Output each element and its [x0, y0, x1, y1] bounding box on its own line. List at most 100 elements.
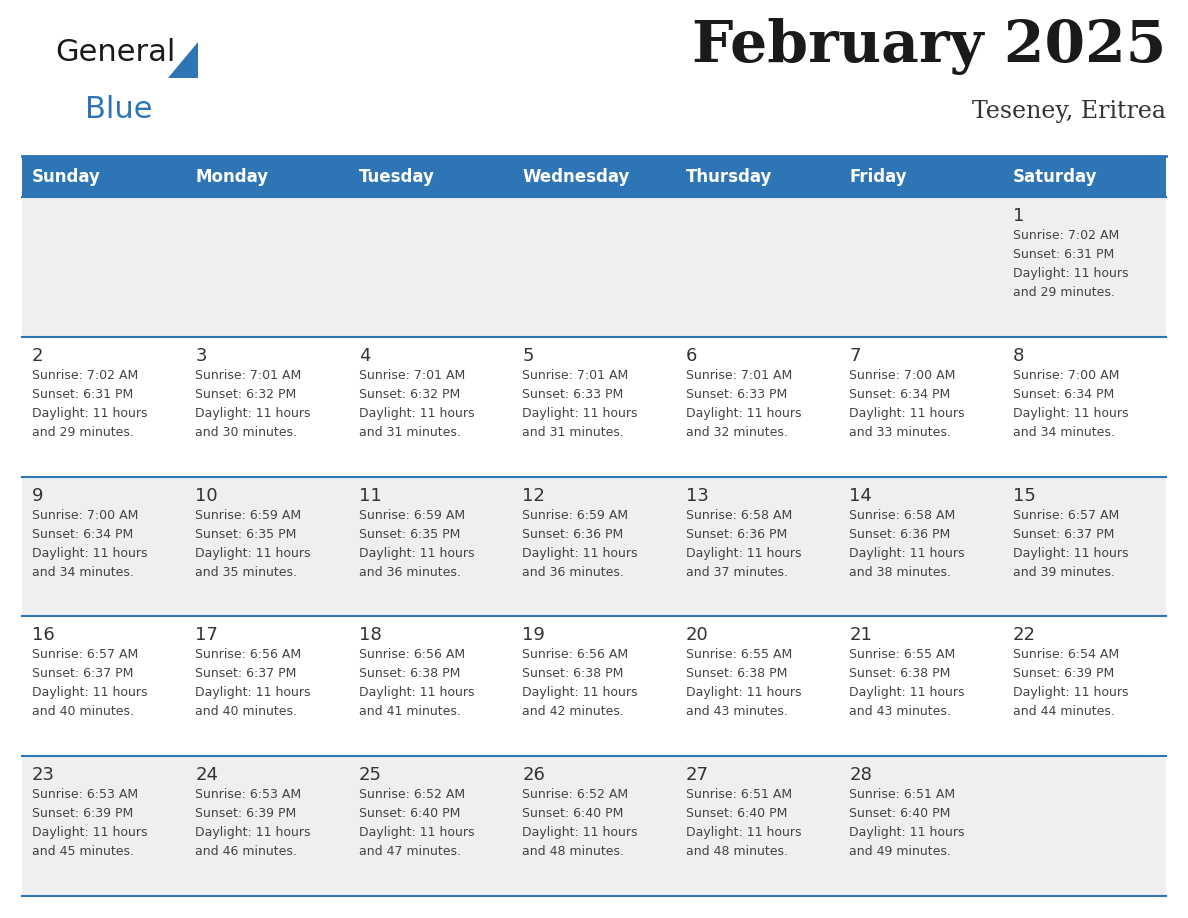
Text: Sunset: 6:37 PM: Sunset: 6:37 PM	[1012, 528, 1114, 541]
Text: and 32 minutes.: and 32 minutes.	[685, 426, 788, 439]
Text: and 45 minutes.: and 45 minutes.	[32, 845, 134, 858]
Text: Daylight: 11 hours: Daylight: 11 hours	[196, 546, 311, 560]
Text: Sunrise: 6:52 AM: Sunrise: 6:52 AM	[523, 789, 628, 801]
Text: 7: 7	[849, 347, 860, 364]
Text: Sunrise: 6:56 AM: Sunrise: 6:56 AM	[196, 648, 302, 661]
Text: and 41 minutes.: and 41 minutes.	[359, 705, 461, 719]
Text: Sunrise: 6:58 AM: Sunrise: 6:58 AM	[685, 509, 792, 521]
Text: Blue: Blue	[86, 95, 152, 124]
Text: Sunset: 6:31 PM: Sunset: 6:31 PM	[32, 387, 133, 401]
Text: Sunset: 6:38 PM: Sunset: 6:38 PM	[523, 667, 624, 680]
Text: 23: 23	[32, 767, 55, 784]
Text: and 37 minutes.: and 37 minutes.	[685, 565, 788, 578]
Text: Sunrise: 6:55 AM: Sunrise: 6:55 AM	[849, 648, 955, 661]
Text: Sunset: 6:32 PM: Sunset: 6:32 PM	[196, 387, 297, 401]
Text: Sunrise: 6:57 AM: Sunrise: 6:57 AM	[1012, 509, 1119, 521]
Text: and 29 minutes.: and 29 minutes.	[1012, 286, 1114, 299]
Text: Sunrise: 6:53 AM: Sunrise: 6:53 AM	[32, 789, 138, 801]
Text: and 46 minutes.: and 46 minutes.	[196, 845, 297, 858]
Text: Sunrise: 6:51 AM: Sunrise: 6:51 AM	[849, 789, 955, 801]
Text: Sunset: 6:39 PM: Sunset: 6:39 PM	[196, 807, 297, 820]
Text: and 42 minutes.: and 42 minutes.	[523, 705, 624, 719]
Text: Daylight: 11 hours: Daylight: 11 hours	[849, 687, 965, 700]
Text: Sunrise: 6:59 AM: Sunrise: 6:59 AM	[196, 509, 302, 521]
Text: 12: 12	[523, 487, 545, 505]
Text: and 44 minutes.: and 44 minutes.	[1012, 705, 1114, 719]
Text: and 40 minutes.: and 40 minutes.	[32, 705, 134, 719]
Text: Sunrise: 6:56 AM: Sunrise: 6:56 AM	[359, 648, 465, 661]
Text: 22: 22	[1012, 626, 1036, 644]
Text: and 48 minutes.: and 48 minutes.	[685, 845, 788, 858]
Text: 3: 3	[196, 347, 207, 364]
Text: 25: 25	[359, 767, 381, 784]
Text: 21: 21	[849, 626, 872, 644]
Text: Daylight: 11 hours: Daylight: 11 hours	[32, 407, 147, 420]
Text: Sunset: 6:36 PM: Sunset: 6:36 PM	[523, 528, 624, 541]
Text: Daylight: 11 hours: Daylight: 11 hours	[359, 407, 474, 420]
Text: Sunset: 6:39 PM: Sunset: 6:39 PM	[1012, 667, 1114, 680]
Text: Sunrise: 7:02 AM: Sunrise: 7:02 AM	[1012, 229, 1119, 242]
Text: Sunset: 6:38 PM: Sunset: 6:38 PM	[359, 667, 460, 680]
Text: 14: 14	[849, 487, 872, 505]
Text: 24: 24	[196, 767, 219, 784]
Bar	[23, 337, 1165, 476]
Text: Daylight: 11 hours: Daylight: 11 hours	[32, 826, 147, 839]
Text: Sunset: 6:40 PM: Sunset: 6:40 PM	[685, 807, 788, 820]
Text: and 36 minutes.: and 36 minutes.	[359, 565, 461, 578]
Text: Sunset: 6:31 PM: Sunset: 6:31 PM	[1012, 248, 1114, 261]
Text: February 2025: February 2025	[691, 18, 1165, 75]
Polygon shape	[168, 42, 198, 78]
Text: and 49 minutes.: and 49 minutes.	[849, 845, 952, 858]
Text: Monday: Monday	[196, 167, 268, 185]
Text: Daylight: 11 hours: Daylight: 11 hours	[523, 687, 638, 700]
Text: and 34 minutes.: and 34 minutes.	[32, 565, 134, 578]
Text: Sunrise: 7:02 AM: Sunrise: 7:02 AM	[32, 369, 138, 382]
Text: Sunrise: 6:54 AM: Sunrise: 6:54 AM	[1012, 648, 1119, 661]
Text: 27: 27	[685, 767, 709, 784]
Text: Sunrise: 7:00 AM: Sunrise: 7:00 AM	[32, 509, 138, 521]
Text: and 35 minutes.: and 35 minutes.	[196, 565, 297, 578]
Text: 16: 16	[32, 626, 55, 644]
Text: Sunrise: 7:01 AM: Sunrise: 7:01 AM	[359, 369, 466, 382]
Text: Daylight: 11 hours: Daylight: 11 hours	[359, 826, 474, 839]
Text: and 31 minutes.: and 31 minutes.	[359, 426, 461, 439]
Text: Daylight: 11 hours: Daylight: 11 hours	[32, 546, 147, 560]
Text: Sunset: 6:37 PM: Sunset: 6:37 PM	[196, 667, 297, 680]
Text: Sunrise: 7:01 AM: Sunrise: 7:01 AM	[523, 369, 628, 382]
Text: Daylight: 11 hours: Daylight: 11 hours	[523, 826, 638, 839]
Text: Wednesday: Wednesday	[523, 167, 630, 185]
Text: Daylight: 11 hours: Daylight: 11 hours	[32, 687, 147, 700]
Text: 2: 2	[32, 347, 44, 364]
Text: Sunset: 6:34 PM: Sunset: 6:34 PM	[1012, 387, 1114, 401]
Text: Daylight: 11 hours: Daylight: 11 hours	[1012, 407, 1129, 420]
Text: Sunrise: 6:59 AM: Sunrise: 6:59 AM	[359, 509, 465, 521]
Text: Sunrise: 6:52 AM: Sunrise: 6:52 AM	[359, 789, 465, 801]
Text: and 43 minutes.: and 43 minutes.	[849, 705, 952, 719]
Text: and 34 minutes.: and 34 minutes.	[1012, 426, 1114, 439]
Text: Sunset: 6:34 PM: Sunset: 6:34 PM	[32, 528, 133, 541]
Text: Daylight: 11 hours: Daylight: 11 hours	[359, 687, 474, 700]
Text: Sunset: 6:40 PM: Sunset: 6:40 PM	[849, 807, 950, 820]
Text: and 29 minutes.: and 29 minutes.	[32, 426, 134, 439]
Text: Daylight: 11 hours: Daylight: 11 hours	[196, 407, 311, 420]
Text: Friday: Friday	[849, 167, 906, 185]
Text: Sunset: 6:33 PM: Sunset: 6:33 PM	[685, 387, 786, 401]
Text: Daylight: 11 hours: Daylight: 11 hours	[685, 546, 801, 560]
Text: Sunrise: 7:00 AM: Sunrise: 7:00 AM	[849, 369, 955, 382]
Text: 20: 20	[685, 626, 708, 644]
Text: Sunrise: 7:00 AM: Sunrise: 7:00 AM	[1012, 369, 1119, 382]
Text: General: General	[55, 38, 176, 67]
Text: 17: 17	[196, 626, 219, 644]
Text: Daylight: 11 hours: Daylight: 11 hours	[196, 687, 311, 700]
Text: Sunset: 6:38 PM: Sunset: 6:38 PM	[685, 667, 788, 680]
Text: Daylight: 11 hours: Daylight: 11 hours	[523, 407, 638, 420]
Text: and 33 minutes.: and 33 minutes.	[849, 426, 952, 439]
Text: Sunset: 6:35 PM: Sunset: 6:35 PM	[196, 528, 297, 541]
Text: 19: 19	[523, 626, 545, 644]
Text: Daylight: 11 hours: Daylight: 11 hours	[1012, 267, 1129, 280]
Bar	[23, 197, 1165, 337]
Text: Sunrise: 7:01 AM: Sunrise: 7:01 AM	[196, 369, 302, 382]
Text: 18: 18	[359, 626, 381, 644]
Text: Daylight: 11 hours: Daylight: 11 hours	[523, 546, 638, 560]
Text: Daylight: 11 hours: Daylight: 11 hours	[1012, 687, 1129, 700]
